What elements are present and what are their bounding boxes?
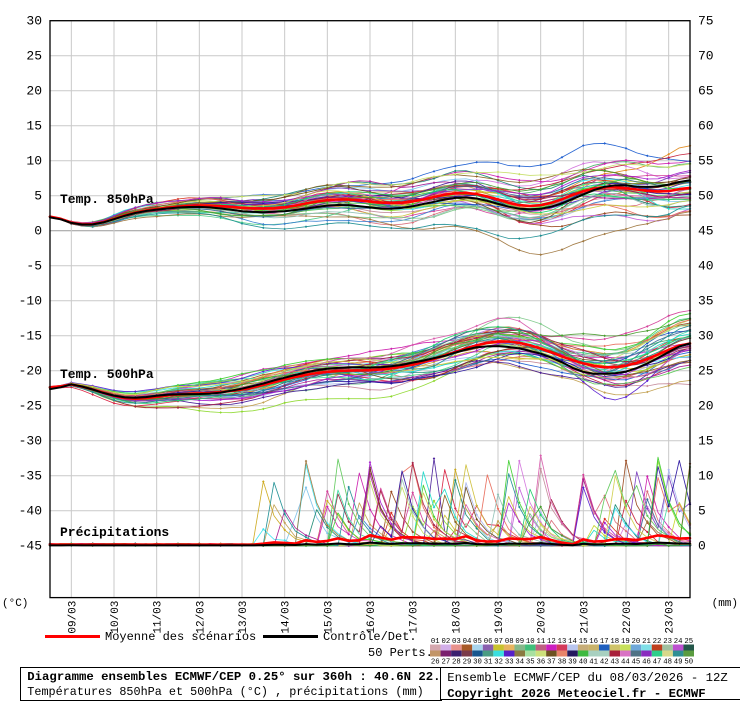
svg-text:36: 36: [536, 659, 545, 667]
svg-text:12/03: 12/03: [195, 601, 207, 634]
svg-text:65: 65: [698, 84, 714, 99]
svg-text:41: 41: [589, 659, 598, 667]
svg-text:30: 30: [26, 14, 42, 29]
svg-text:14/03: 14/03: [281, 601, 293, 634]
svg-text:16/03: 16/03: [366, 601, 378, 634]
svg-text:42: 42: [600, 659, 609, 667]
svg-text:0: 0: [698, 539, 706, 554]
svg-text:-45: -45: [19, 539, 42, 554]
svg-text:39: 39: [568, 659, 577, 667]
svg-text:49: 49: [674, 659, 683, 667]
svg-text:20: 20: [698, 399, 714, 414]
svg-text:-5: -5: [26, 259, 42, 274]
svg-text:Précipitations: Précipitations: [60, 525, 169, 540]
svg-text:20: 20: [26, 84, 42, 99]
svg-text:50: 50: [684, 659, 693, 667]
svg-text:50: 50: [698, 189, 714, 204]
svg-text:35: 35: [526, 659, 535, 667]
svg-text:10/03: 10/03: [110, 601, 122, 634]
svg-text:20/03: 20/03: [537, 601, 549, 634]
svg-text:46: 46: [642, 659, 651, 667]
svg-text:Contrôle/Det.: Contrôle/Det.: [323, 630, 417, 644]
svg-text:28: 28: [452, 659, 461, 667]
svg-text:27: 27: [441, 659, 450, 667]
svg-text:09/03: 09/03: [67, 601, 79, 634]
svg-text:(mm): (mm): [712, 598, 738, 610]
svg-text:10: 10: [698, 469, 714, 484]
svg-text:48: 48: [663, 659, 672, 667]
svg-text:-20: -20: [19, 364, 42, 379]
svg-text:-25: -25: [19, 399, 42, 414]
svg-text:75: 75: [698, 14, 714, 29]
svg-text:Temp. 850hPa: Temp. 850hPa: [60, 192, 154, 207]
svg-text:45: 45: [698, 224, 714, 239]
svg-text:26: 26: [431, 659, 440, 667]
svg-text:70: 70: [698, 49, 714, 64]
svg-text:-40: -40: [19, 504, 42, 519]
svg-text:38: 38: [558, 659, 567, 667]
svg-text:44: 44: [621, 659, 630, 667]
svg-text:10: 10: [26, 154, 42, 169]
svg-text:25: 25: [26, 49, 42, 64]
svg-text:45: 45: [632, 659, 641, 667]
svg-text:0: 0: [34, 224, 42, 239]
svg-text:40: 40: [698, 259, 714, 274]
svg-text:33: 33: [505, 659, 514, 667]
svg-text:37: 37: [547, 659, 556, 667]
svg-text:5: 5: [34, 189, 42, 204]
svg-text:32: 32: [494, 659, 503, 667]
svg-text:15: 15: [698, 434, 714, 449]
svg-text:18/03: 18/03: [451, 601, 463, 634]
svg-text:55: 55: [698, 154, 714, 169]
svg-text:21/03: 21/03: [579, 601, 591, 634]
svg-text:-35: -35: [19, 469, 42, 484]
svg-text:23/03: 23/03: [665, 601, 677, 634]
svg-text:15/03: 15/03: [323, 601, 335, 634]
svg-text:Moyenne des scénarios: Moyenne des scénarios: [105, 630, 256, 644]
svg-text:43: 43: [610, 659, 619, 667]
svg-text:11/03: 11/03: [153, 601, 165, 634]
svg-text:30: 30: [473, 659, 482, 667]
svg-text:22/03: 22/03: [622, 601, 634, 634]
svg-text:30: 30: [698, 329, 714, 344]
svg-text:-15: -15: [19, 329, 42, 344]
svg-text:13/03: 13/03: [238, 601, 250, 634]
svg-text:34: 34: [515, 659, 524, 667]
svg-text:47: 47: [653, 659, 662, 667]
svg-text:31: 31: [484, 659, 493, 667]
svg-text:-10: -10: [19, 294, 42, 309]
svg-text:60: 60: [698, 119, 714, 134]
svg-text:29: 29: [463, 659, 472, 667]
svg-text:17/03: 17/03: [409, 601, 421, 634]
svg-text:50 Perts.: 50 Perts.: [368, 646, 433, 660]
svg-text:5: 5: [698, 504, 706, 519]
svg-text:Temp. 500hPa: Temp. 500hPa: [60, 367, 154, 382]
svg-text:(°C): (°C): [2, 598, 28, 610]
svg-text:40: 40: [579, 659, 588, 667]
svg-text:25: 25: [698, 364, 714, 379]
svg-text:35: 35: [698, 294, 714, 309]
svg-text:19/03: 19/03: [494, 601, 506, 634]
svg-text:-30: -30: [19, 434, 42, 449]
svg-text:15: 15: [26, 119, 42, 134]
